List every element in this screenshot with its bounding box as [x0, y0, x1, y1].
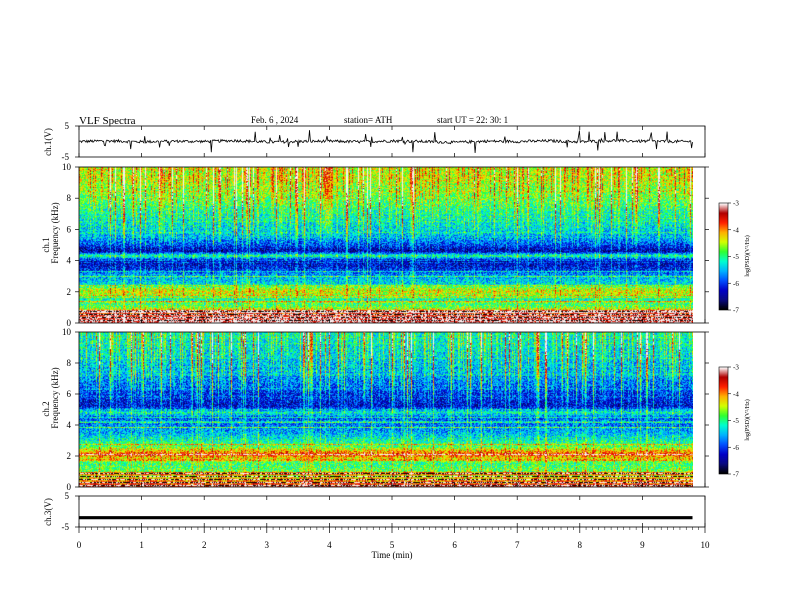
frequency-tick-label: 2	[67, 451, 72, 461]
time-tick-label: 8	[578, 540, 583, 550]
ch1-ytick-bottom: -5	[62, 152, 70, 162]
time-tick-label: 1	[139, 540, 144, 550]
ch2-channel-label: ch.2	[41, 401, 51, 416]
ch2-colorbar	[719, 367, 728, 474]
time-tick-label: 2	[202, 540, 207, 550]
time-tick-label: 6	[452, 540, 457, 550]
ch2-colorbar-ticks: -3 -4 -5 -6 -7	[728, 364, 739, 479]
frequency-tick-label: 0	[67, 318, 72, 328]
start-time-label: start UT = 22: 30: 1	[437, 115, 508, 125]
colorbar-tick-label: -7	[733, 307, 739, 315]
colorbar-tick-label: -3	[733, 364, 739, 372]
ch1-spectrogram-image	[79, 167, 693, 323]
ch2-colorbar-label: log(PSD)(V²/Hz)	[744, 399, 751, 440]
colorbar-tick-label: -6	[733, 444, 739, 452]
colorbar-tick-label: -4	[733, 226, 739, 234]
frequency-tick-label: 4	[67, 256, 72, 266]
ch1-ytick-top: 5	[65, 121, 70, 131]
ch3-waveform-panel: 5 -5 ch.3(V)	[43, 491, 706, 532]
ch1-frequency-ticks: 10 8 6 4 2 0	[62, 162, 709, 328]
frequency-tick-label: 6	[67, 224, 72, 234]
time-tick-label: 9	[640, 540, 645, 550]
frequency-tick-label: 0	[67, 482, 72, 492]
colorbar-tick-label: -6	[733, 280, 739, 288]
ch3-ytick-top: 5	[65, 491, 70, 501]
colorbar-tick-label: -3	[733, 200, 739, 208]
frequency-tick-label: 6	[67, 389, 72, 399]
frequency-tick-label: 8	[67, 193, 72, 203]
ch3-waveform-frame	[78, 495, 706, 528]
ch1-colorbar	[719, 203, 728, 310]
time-tick-label: 10	[701, 540, 711, 550]
time-tick-label: 5	[390, 540, 395, 550]
ch1-channel-label: ch.1	[41, 237, 51, 252]
ch1-ylabel: ch.1(V)	[43, 128, 53, 156]
ch2-frequency-axis-label: Frequency (kHz)	[50, 367, 60, 428]
colorbar-tick-label: -5	[733, 253, 739, 261]
colorbar-tick-label: -4	[733, 390, 739, 398]
colorbar-tick-label: -5	[733, 417, 739, 425]
colorbar-tick-label: -7	[733, 471, 739, 479]
time-axis-label: Time (min)	[372, 550, 413, 560]
figure-title: VLF Spectra	[79, 115, 136, 127]
ch2-spectrogram-image	[79, 332, 693, 487]
frequency-tick-label: 4	[67, 420, 72, 430]
ch1-colorbar-label: log(PSD)(V²/Hz)	[744, 235, 751, 276]
date-label: Feb. 6 , 2024	[251, 115, 299, 125]
time-tick-label: 7	[515, 540, 520, 550]
ch1-waveform-frame	[78, 125, 706, 158]
ch3-ylabel: ch.3(V)	[43, 498, 53, 526]
ch1-waveform-trace	[79, 130, 693, 154]
ch1-waveform-panel: 5 -5 ch.1(V)	[43, 121, 706, 162]
time-tick-label: 3	[265, 540, 270, 550]
ch1-frequency-axis-label: Frequency (kHz)	[50, 202, 60, 263]
ch2-frequency-ticks: 10 8 6 4 2 0	[62, 327, 709, 492]
station-label: station= ATH	[344, 115, 393, 125]
frequency-tick-label: 8	[67, 358, 72, 368]
ch3-ytick-bottom: -5	[62, 522, 70, 532]
ch1-colorbar-ticks: -3 -4 -5 -6 -7	[728, 200, 739, 315]
time-tick-label: 4	[327, 540, 332, 550]
frequency-tick-label: 10	[62, 162, 72, 172]
time-tick-label: 0	[77, 540, 82, 550]
frequency-tick-label: 2	[67, 287, 72, 297]
time-axis: 0 1 2 3 4 5 6 7 8 9 10	[77, 527, 710, 550]
frequency-tick-label: 10	[62, 327, 72, 337]
